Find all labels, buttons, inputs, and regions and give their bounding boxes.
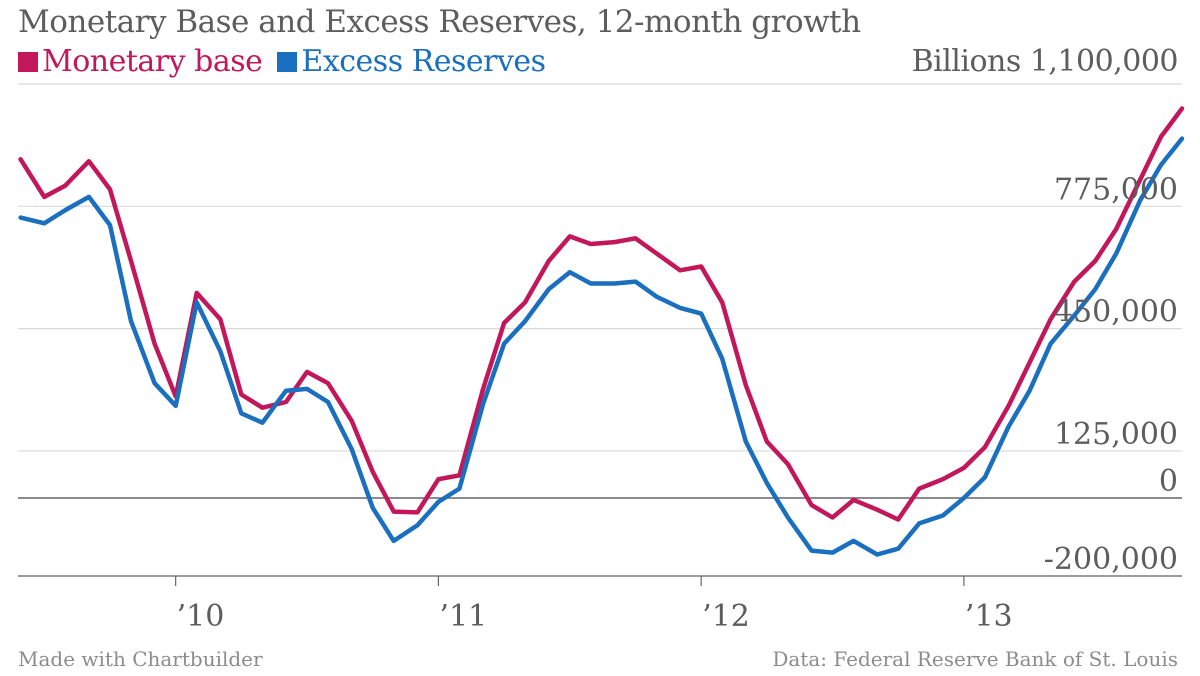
footer-source: Data: Federal Reserve Bank of St. Louis [772,647,1178,671]
series-line-excess-reserves [18,136,1185,557]
chart-legend: Monetary base Excess Reserves [18,44,552,79]
legend-item-excess-reserves: Excess Reserves [277,44,546,79]
legend-label-excess-reserves: Excess Reserves [301,44,546,79]
y-tick-label: 1,100,000 [1029,44,1179,79]
footer-credit: Made with Chartbuilder [18,647,263,671]
legend-swatch-excess-reserves [277,52,298,72]
series-line-monetary-base [18,106,1185,522]
y-tick-label: 775,000 [1054,172,1178,207]
chart-title: Monetary Base and Excess Reserves, 12-mo… [18,4,861,40]
x-tick-label: ’11 [439,599,487,634]
unit-label: Billions [911,44,1022,79]
y-tick-label: 450,000 [1054,295,1178,330]
y-tick-label: 0 [1159,464,1178,499]
y-tick-label: -200,000 [1044,542,1178,577]
x-tick-label: ’10 [177,599,225,634]
unit-label-area: Billions 1,100,000 [911,44,1179,79]
x-tick-label: ’12 [702,599,750,634]
x-tick-label: ’13 [965,599,1013,634]
legend-swatch-monetary-base [18,52,38,72]
legend-label-monetary-base: Monetary base [42,44,263,79]
y-tick-label: 125,000 [1054,417,1178,452]
legend-item-monetary-base: Monetary base [18,44,263,79]
